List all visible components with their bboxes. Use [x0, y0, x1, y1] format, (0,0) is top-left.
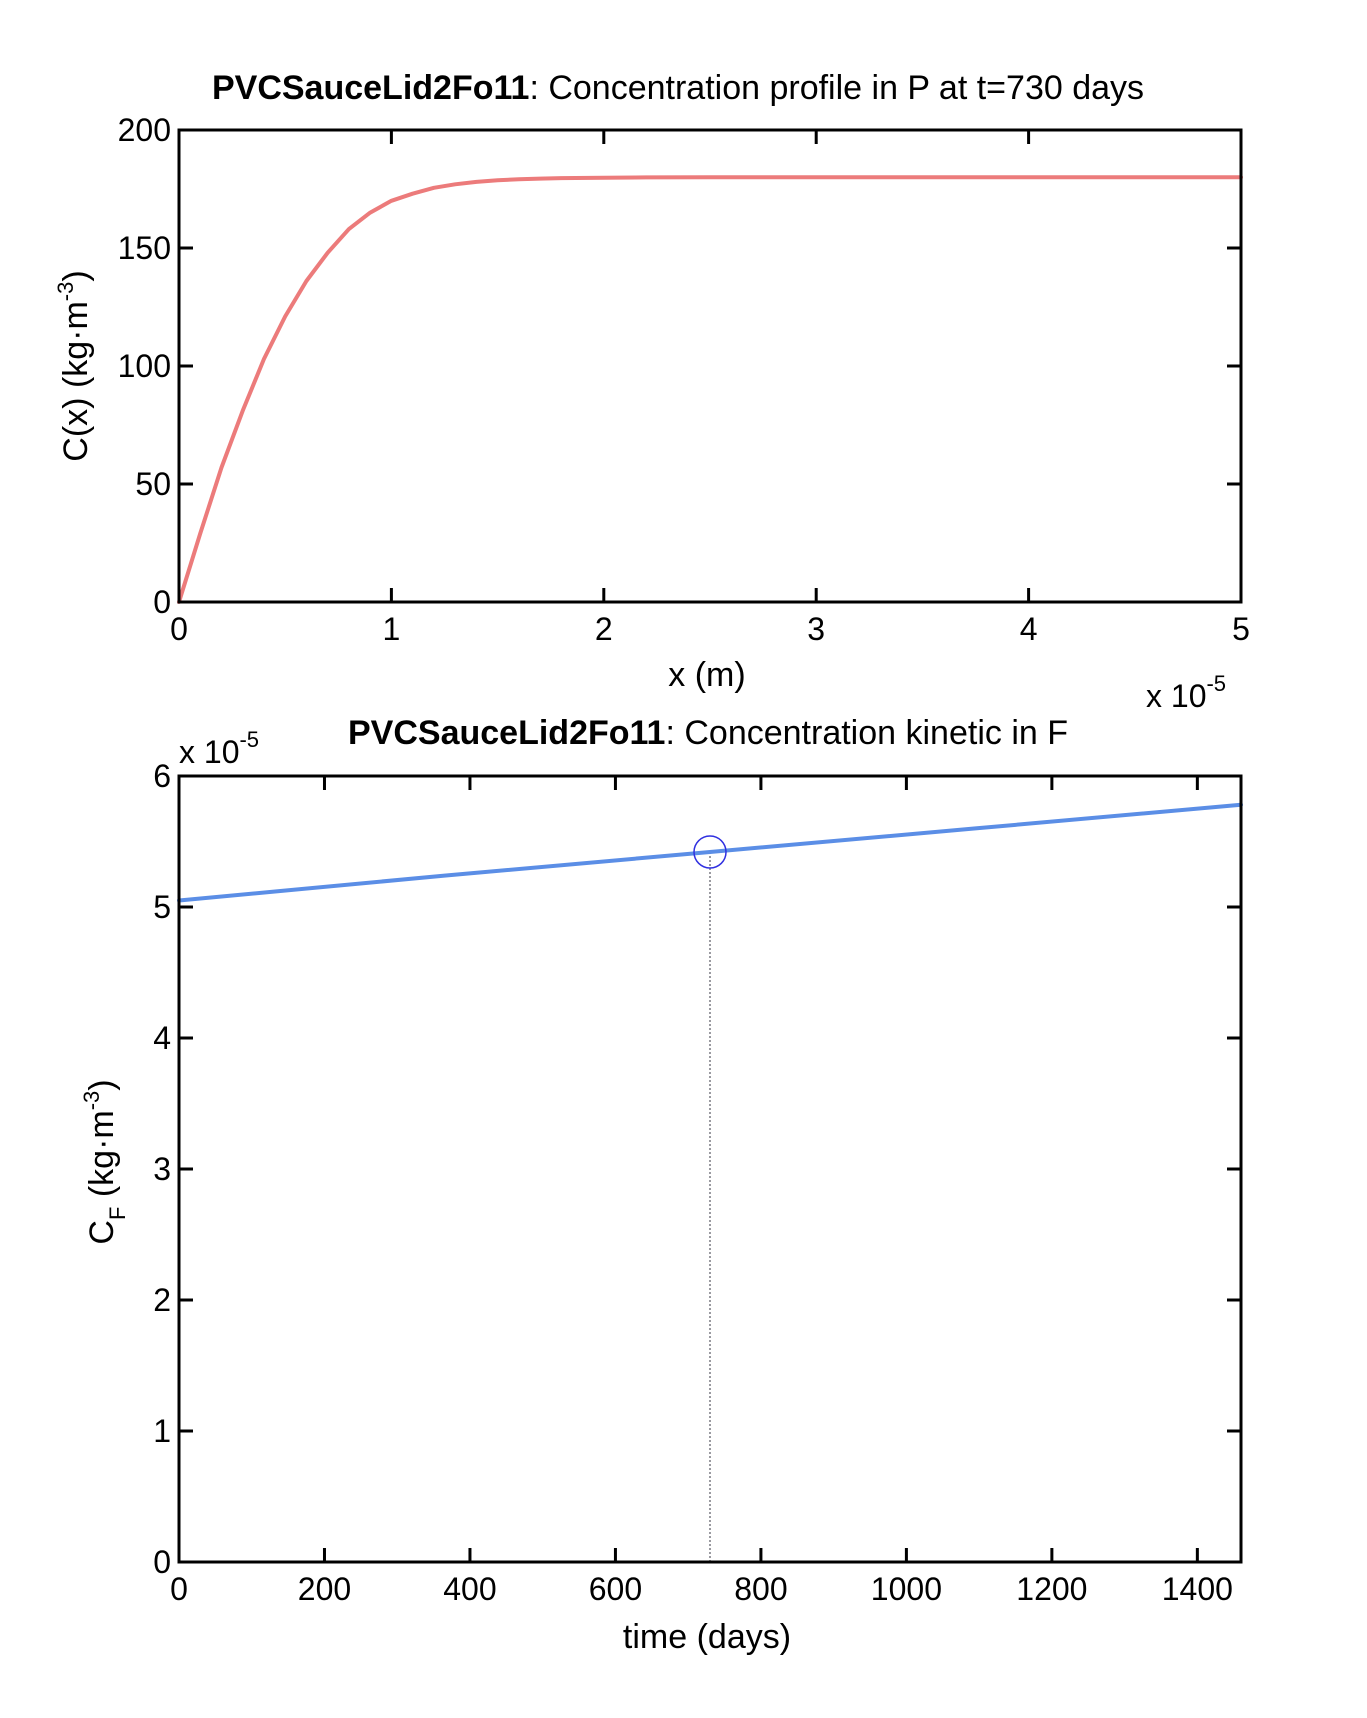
profile-plot-axes-frame: [177, 128, 1243, 604]
profile-x-tick-label: 1: [383, 611, 401, 647]
kinetic-y-tick-label: 1: [153, 1413, 171, 1449]
kinetic-x-tick-label: 400: [443, 1571, 496, 1607]
kinetic-plot-y-label-sup: -3: [79, 1091, 104, 1111]
profile-x-tick-label: 5: [1232, 611, 1250, 647]
profile-plot-ticks: [177, 128, 1243, 604]
profile-y-tick-label: 100: [118, 348, 171, 384]
profile-x-tick-label: 4: [1020, 611, 1038, 647]
kinetic-y-tick-label: 4: [153, 1020, 171, 1056]
profile-plot-x-multiplier-exp: -5: [1206, 671, 1226, 696]
kinetic-series-line: [177, 802, 1243, 903]
kinetic-plot-y-multiplier-exp: -5: [239, 727, 259, 752]
kinetic-y-tick-label: 0: [153, 1544, 171, 1580]
kinetic-x-tick-label: 1000: [871, 1571, 942, 1607]
kinetic-x-tick-label: 0: [170, 1571, 188, 1607]
profile-plot-title-rest: : Concentration profile in P at t=730 da…: [529, 69, 1144, 107]
profile-x-tick-label: 2: [595, 611, 613, 647]
kinetic-y-tick-label: 3: [153, 1151, 171, 1187]
kinetic-marker-circle: [693, 835, 727, 869]
profile-plot-series: [177, 175, 1243, 604]
kinetic-plot-y-label-close: ): [83, 1079, 121, 1090]
kinetic-x-tick-label: 800: [734, 1571, 787, 1607]
kinetic-plot-x-axis-label: time (days): [623, 1618, 791, 1656]
profile-plot-title: PVCSauceLid2Fo11: Concentration profile …: [212, 69, 1144, 107]
kinetic-x-tick-label: 600: [589, 1571, 642, 1607]
kinetic-plot-y-label-main: C: [83, 1220, 121, 1245]
profile-plot-x-multiplier-base: x 10: [1146, 678, 1206, 714]
kinetic-plot-title-rest: : Concentration kinetic in F: [665, 714, 1068, 752]
profile-x-tick-label: 3: [807, 611, 825, 647]
kinetic-y-tick-label: 2: [153, 1282, 171, 1318]
profile-y-tick-label: 150: [118, 230, 171, 266]
kinetic-plot-y-label-units: (kg·m: [83, 1110, 121, 1206]
profile-series-line: [177, 175, 1243, 604]
kinetic-y-tick-label: 6: [153, 758, 171, 794]
profile-plot-y-axis-label: C(x) (kg·m-3): [53, 270, 95, 461]
profile-plot-y-label-sup: -3: [53, 282, 78, 302]
kinetic-plot-tick-labels: 0 200 400 600 800 1000 1200 1400 0 1 2 3 4 5 6: [153, 758, 1233, 1607]
profile-plot-y-label-main: C(x) (kg·m: [57, 301, 95, 462]
kinetic-plot-axes-frame: [177, 774, 1243, 1564]
kinetic-plot-y-axis-label: CF (kg·m-3): [79, 1079, 130, 1244]
kinetic-plot-y-label-sub: F: [105, 1207, 130, 1220]
kinetic-plot-y-multiplier: x 10-5: [179, 727, 259, 770]
profile-plot-x-multiplier: x 10-5: [1146, 671, 1226, 714]
profile-plot-x-axis-label: x (m): [668, 656, 745, 694]
profile-plot-y-label-close: ): [57, 270, 95, 281]
kinetic-x-tick-label: 1200: [1016, 1571, 1087, 1607]
kinetic-plot-series: [177, 802, 1243, 1562]
kinetic-plot-title-bold: PVCSauceLid2Fo11: [348, 714, 665, 752]
profile-y-tick-label: 0: [153, 584, 171, 620]
kinetic-plot-y-multiplier-base: x 10: [179, 734, 239, 770]
profile-plot-title-bold: PVCSauceLid2Fo11: [212, 69, 529, 107]
kinetic-plot: PVCSauceLid2Fo11: Concentration kinetic …: [79, 714, 1243, 1656]
profile-x-tick-label: 0: [170, 611, 188, 647]
kinetic-x-tick-label: 1400: [1162, 1571, 1233, 1607]
profile-y-tick-label: 50: [135, 466, 171, 502]
kinetic-plot-title: PVCSauceLid2Fo11: Concentration kinetic …: [348, 714, 1068, 752]
kinetic-y-tick-label: 5: [153, 889, 171, 925]
profile-plot: PVCSauceLid2Fo11: Concentration profile …: [53, 69, 1250, 714]
profile-y-tick-label: 200: [118, 112, 171, 148]
kinetic-x-tick-label: 200: [298, 1571, 351, 1607]
